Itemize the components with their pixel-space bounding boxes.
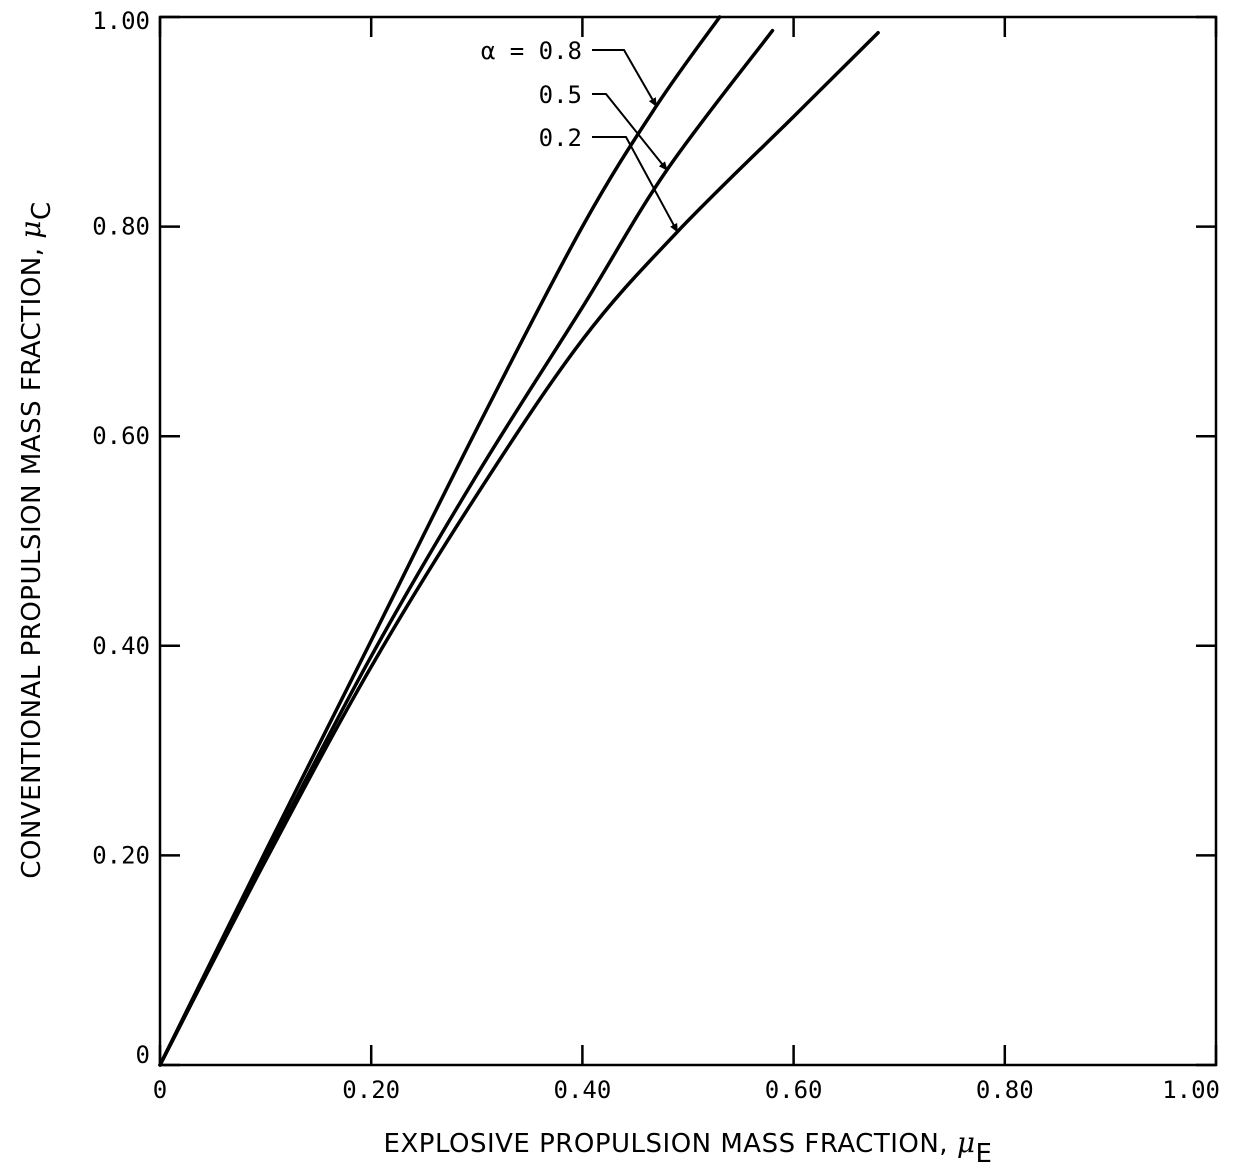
- y-tick-label: 0.80: [92, 213, 150, 241]
- y-tick-label: 0.20: [92, 841, 150, 869]
- x-tick-label: 0: [153, 1076, 167, 1104]
- series-label-leader-0: [592, 49, 658, 107]
- series-label-1: 0.5: [539, 81, 582, 109]
- series-label-leader-1: [592, 93, 668, 171]
- x-tick-label: 0.20: [342, 1076, 400, 1104]
- series-label-2: 0.2: [539, 124, 582, 152]
- x-tick-label: 1.00: [1162, 1076, 1220, 1104]
- x-axis-subscript: E: [976, 1139, 993, 1169]
- plot-frame: [158, 15, 1218, 1067]
- series-group: [158, 15, 880, 1067]
- y-tick-label: 0.40: [92, 632, 150, 660]
- y-axis-subscript: C: [27, 201, 57, 220]
- x-tick-label: 0.80: [976, 1076, 1034, 1104]
- series-line-1: [158, 28, 775, 1067]
- y-tick-label: 1.00: [92, 7, 150, 35]
- y-axis-title-text: CONVENTIONAL PROPULSION MASS FRACTION,: [17, 239, 47, 879]
- plot-frame-group: [158, 15, 1218, 1067]
- y-tick-labels: 0 0.20 0.40 0.60 0.80 1.00: [92, 7, 150, 1069]
- y-tick-label: 0.60: [92, 422, 150, 450]
- x-tick-labels: 0 0.20 0.40 0.60 0.80 1.00: [153, 1076, 1220, 1104]
- series-label-leader-2: [592, 136, 679, 233]
- x-tick-label: 0.60: [765, 1076, 823, 1104]
- x-axis-symbol: μ: [957, 1126, 976, 1159]
- series-line-0: [158, 15, 722, 1067]
- series-line-2: [158, 30, 880, 1067]
- x-tick-label: 0.40: [554, 1076, 612, 1104]
- x-axis-title-text: EXPLOSIVE PROPULSION MASS FRACTION,: [384, 1129, 957, 1159]
- x-axis-title: EXPLOSIVE PROPULSION MASS FRACTION, μE: [384, 1126, 993, 1169]
- annotation-group: α = 0.8 0.5 0.2: [481, 37, 679, 233]
- y-tick-label: 0: [136, 1041, 150, 1069]
- tick-marks: [158, 15, 1218, 1067]
- y-axis-symbol: μ: [14, 220, 47, 239]
- y-axis-title: CONVENTIONAL PROPULSION MASS FRACTION, μ…: [14, 201, 57, 878]
- series-label-0: α = 0.8: [481, 37, 582, 65]
